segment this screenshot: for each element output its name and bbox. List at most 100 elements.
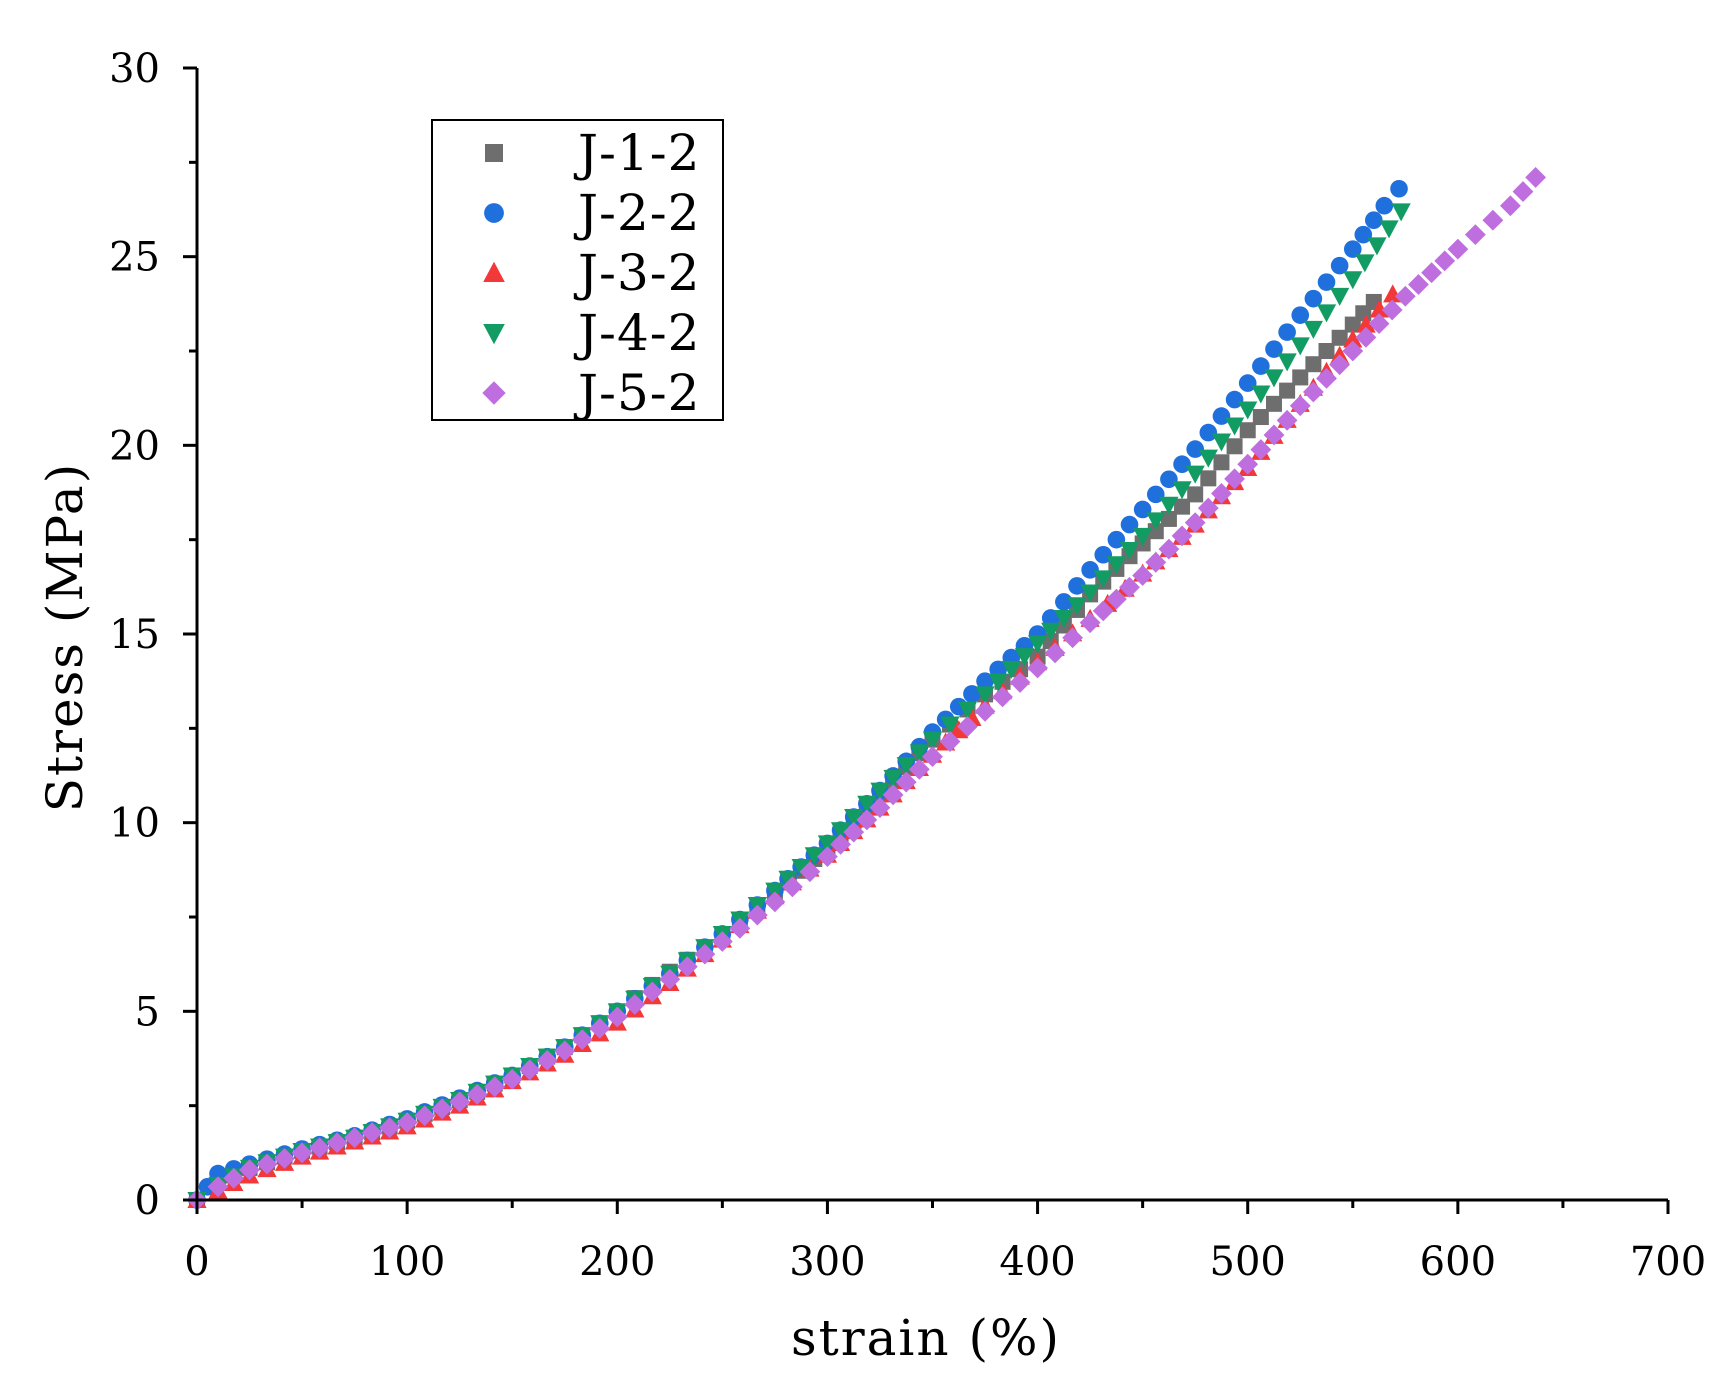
data-point bbox=[291, 1142, 313, 1164]
legend-item: J-5-2 bbox=[482, 364, 699, 422]
data-point bbox=[1172, 481, 1192, 500]
data-point bbox=[1367, 237, 1387, 256]
data-point bbox=[256, 1153, 278, 1175]
data-point bbox=[344, 1127, 366, 1149]
data-point bbox=[1316, 304, 1337, 323]
data-point bbox=[1277, 353, 1297, 372]
data-point bbox=[895, 771, 917, 793]
x-tick-label: 700 bbox=[1630, 1239, 1706, 1285]
data-point bbox=[1224, 468, 1245, 490]
data-point bbox=[1276, 409, 1298, 431]
data-point bbox=[1054, 609, 1074, 628]
data-point bbox=[843, 821, 865, 843]
data-point bbox=[764, 891, 786, 913]
data-point bbox=[1079, 612, 1101, 634]
data-point bbox=[974, 700, 996, 722]
data-point bbox=[1368, 313, 1390, 335]
data-point bbox=[830, 822, 851, 841]
data-point bbox=[957, 716, 978, 737]
data-point bbox=[869, 797, 891, 818]
legend-marker bbox=[482, 381, 506, 405]
data-point bbox=[1330, 256, 1349, 275]
data-point bbox=[589, 1017, 611, 1039]
data-point bbox=[1512, 181, 1534, 202]
data-point bbox=[909, 744, 929, 763]
data-point bbox=[1199, 423, 1218, 442]
data-point bbox=[908, 758, 930, 780]
data-point bbox=[1237, 453, 1259, 475]
data-point bbox=[1027, 657, 1048, 679]
data-point bbox=[1355, 326, 1377, 348]
data-point bbox=[870, 782, 890, 801]
data-point bbox=[1525, 167, 1547, 188]
data-point bbox=[571, 1029, 593, 1051]
data-point bbox=[1184, 512, 1206, 534]
data-point bbox=[1303, 320, 1323, 339]
data-point bbox=[1105, 588, 1127, 610]
data-point bbox=[1343, 329, 1363, 348]
data-point bbox=[1173, 455, 1191, 474]
data-point bbox=[1200, 470, 1217, 487]
data-point bbox=[361, 1122, 383, 1144]
data-point bbox=[817, 846, 838, 868]
data-point bbox=[939, 731, 961, 752]
legend-marker bbox=[484, 203, 504, 223]
legend-label: J-2-2 bbox=[573, 184, 700, 242]
data-point bbox=[992, 686, 1013, 708]
data-point bbox=[940, 716, 960, 735]
data-point bbox=[1331, 329, 1348, 346]
data-point bbox=[922, 746, 943, 768]
data-point bbox=[676, 956, 698, 978]
data-point bbox=[501, 1068, 523, 1090]
data-point bbox=[641, 981, 663, 1003]
data-point bbox=[1391, 203, 1411, 222]
data-point bbox=[554, 1040, 576, 1062]
data-point bbox=[1239, 422, 1256, 439]
data-point bbox=[1062, 627, 1083, 649]
legend-marker bbox=[483, 324, 505, 345]
data-point bbox=[1009, 672, 1031, 693]
data-point bbox=[1187, 486, 1204, 503]
data-point bbox=[1226, 438, 1243, 455]
data-point bbox=[1080, 584, 1100, 603]
data-point bbox=[659, 968, 681, 990]
data-point bbox=[1369, 299, 1390, 318]
data-point bbox=[729, 917, 751, 939]
data-point bbox=[1198, 449, 1218, 468]
data-point bbox=[1464, 224, 1486, 246]
data-point bbox=[1447, 238, 1469, 260]
data-point bbox=[536, 1049, 558, 1071]
x-axis-title: strain (%) bbox=[791, 1309, 1061, 1367]
legend-box bbox=[431, 119, 724, 421]
data-point bbox=[1365, 211, 1383, 229]
x-tick-label: 500 bbox=[1210, 1239, 1286, 1285]
x-tick-label: 600 bbox=[1420, 1239, 1496, 1285]
data-point bbox=[1159, 496, 1179, 515]
data-point bbox=[1027, 635, 1048, 654]
legend-marker bbox=[485, 144, 503, 162]
data-point bbox=[1133, 527, 1153, 546]
data-point bbox=[1291, 306, 1310, 324]
data-point bbox=[830, 833, 851, 855]
data-point bbox=[1499, 195, 1521, 217]
data-point bbox=[988, 673, 1008, 692]
series-J-2-2 bbox=[188, 179, 1408, 1209]
data-point bbox=[431, 1098, 453, 1120]
data-point bbox=[1279, 382, 1296, 399]
data-point bbox=[922, 731, 943, 750]
data-point bbox=[1390, 179, 1408, 198]
data-point bbox=[804, 847, 824, 866]
data-point bbox=[309, 1137, 330, 1159]
series-J-4-2 bbox=[187, 203, 1411, 1210]
data-point bbox=[1263, 424, 1285, 446]
legend-items: J-1-2J-2-2J-3-2J-4-2J-5-2 bbox=[482, 124, 700, 422]
plot-area bbox=[186, 167, 1547, 1211]
legend-item: J-1-2 bbox=[485, 124, 700, 182]
data-point bbox=[1379, 220, 1399, 239]
data-point bbox=[1212, 407, 1231, 425]
data-point bbox=[1330, 287, 1350, 306]
legend-label: J-1-2 bbox=[573, 124, 700, 182]
x-tick-label: 0 bbox=[184, 1239, 209, 1285]
data-point bbox=[1225, 390, 1244, 409]
data-point bbox=[711, 931, 733, 952]
